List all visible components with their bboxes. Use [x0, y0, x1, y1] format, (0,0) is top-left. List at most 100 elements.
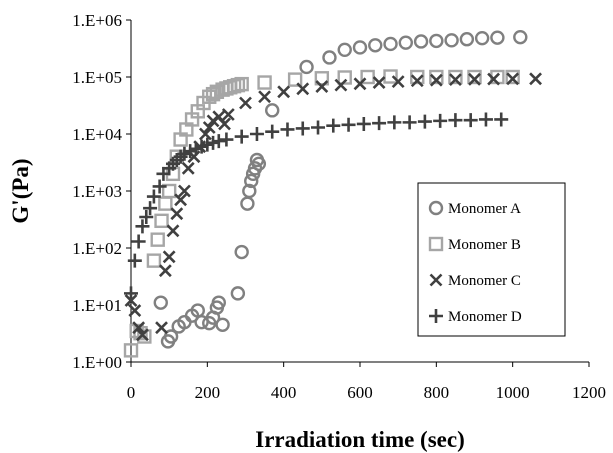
- data-point: [506, 72, 520, 86]
- data-point: [448, 69, 463, 85]
- data-point: [211, 134, 226, 149]
- data-point: [132, 321, 146, 335]
- data-point: [153, 295, 168, 310]
- data-point: [146, 189, 161, 204]
- data-point: [181, 161, 195, 175]
- data-point: [155, 321, 168, 335]
- y-axis-title: G'(Pa): [8, 158, 33, 223]
- data-point: [251, 156, 267, 172]
- y-tick-label: 1.E+03: [72, 182, 122, 201]
- data-point: [299, 59, 314, 75]
- data-point: [277, 85, 291, 99]
- data-point: [433, 113, 448, 128]
- series-4: [124, 112, 509, 301]
- data-point: [158, 264, 172, 278]
- data-point: [219, 132, 234, 147]
- data-point: [383, 36, 398, 52]
- data-point: [337, 42, 352, 58]
- data-point: [326, 118, 341, 133]
- y-tick-label: 1.E+04: [72, 125, 122, 144]
- legend-label: Monomer D: [448, 309, 522, 325]
- data-point: [429, 73, 443, 87]
- legend-label: Monomer C: [448, 273, 521, 289]
- data-point: [353, 77, 367, 91]
- data-point: [410, 69, 425, 85]
- data-point: [137, 329, 152, 344]
- data-point: [174, 193, 188, 207]
- data-point: [162, 250, 176, 264]
- data-point: [124, 286, 138, 301]
- data-point: [234, 76, 249, 92]
- data-point: [287, 72, 303, 87]
- data-point: [368, 38, 383, 53]
- data-point: [211, 295, 226, 310]
- data-point: [391, 75, 405, 89]
- data-point: [372, 116, 387, 131]
- data-point: [410, 74, 424, 88]
- data-point: [221, 108, 235, 121]
- data-point: [295, 121, 310, 136]
- x-tick-label: 0: [127, 383, 136, 402]
- data-point: [429, 69, 444, 85]
- legend-items: Monomer A Monomer B Monomer C Monomer D: [428, 200, 522, 325]
- data-point: [487, 72, 501, 86]
- x-axis-ticks: 0 200 400 600 800 1000 1200: [127, 362, 606, 402]
- data-point: [468, 72, 481, 86]
- data-point: [161, 183, 177, 199]
- y-tick-label: 1.E+01: [72, 296, 122, 315]
- x-tick-label: 1000: [496, 383, 530, 402]
- data-point: [258, 90, 272, 104]
- data-point: [383, 69, 398, 84]
- legend-marker: [428, 236, 444, 252]
- data-point: [244, 173, 259, 189]
- data-point: [494, 112, 509, 127]
- legend: Monomer A Monomer B Monomer C Monomer D: [417, 182, 566, 337]
- data-point: [459, 32, 475, 47]
- data-point: [178, 184, 191, 198]
- x-tick-label: 800: [424, 383, 450, 402]
- data-point: [402, 115, 417, 130]
- data-point: [478, 112, 493, 127]
- data-point: [131, 234, 146, 249]
- data-point: [127, 253, 142, 268]
- data-point: [337, 70, 352, 85]
- data-point: [170, 207, 184, 221]
- data-point: [444, 33, 459, 48]
- data-points: [123, 29, 542, 358]
- data-point: [139, 209, 154, 224]
- data-point: [249, 127, 264, 141]
- legend-label: Monomer A: [448, 201, 521, 217]
- x-tick-label: 200: [195, 383, 221, 402]
- y-tick-label: 1.E+00: [72, 353, 122, 372]
- data-point: [474, 30, 490, 46]
- legend-label: Monomer B: [448, 237, 521, 253]
- y-tick-label: 1.E+06: [72, 11, 122, 30]
- data-point: [387, 115, 402, 130]
- data-point: [230, 286, 246, 301]
- data-point: [314, 71, 330, 86]
- data-point: [372, 76, 386, 89]
- x-tick-label: 1200: [572, 383, 606, 402]
- legend-marker: [429, 273, 443, 287]
- data-point: [341, 117, 356, 132]
- data-point: [215, 317, 230, 332]
- series-3: [124, 72, 542, 342]
- data-point: [280, 122, 295, 137]
- data-point: [128, 304, 142, 317]
- y-tick-label: 1.E+05: [72, 68, 122, 87]
- y-tick-label: 1.E+02: [72, 239, 122, 258]
- data-point: [239, 96, 252, 110]
- legend-marker: [429, 309, 443, 323]
- data-point: [513, 29, 528, 45]
- data-point: [311, 120, 326, 135]
- data-point: [234, 129, 249, 144]
- data-point: [429, 33, 444, 49]
- y-axis-ticks: 1.E+00 1.E+01 1.E+02 1.E+03 1.E+04 1.E+05 1.E+…: [72, 11, 131, 372]
- data-point: [448, 113, 463, 128]
- data-point: [417, 114, 432, 129]
- legend-marker: [428, 200, 444, 216]
- data-point: [146, 253, 162, 268]
- data-point: [199, 127, 212, 141]
- data-point: [463, 113, 478, 128]
